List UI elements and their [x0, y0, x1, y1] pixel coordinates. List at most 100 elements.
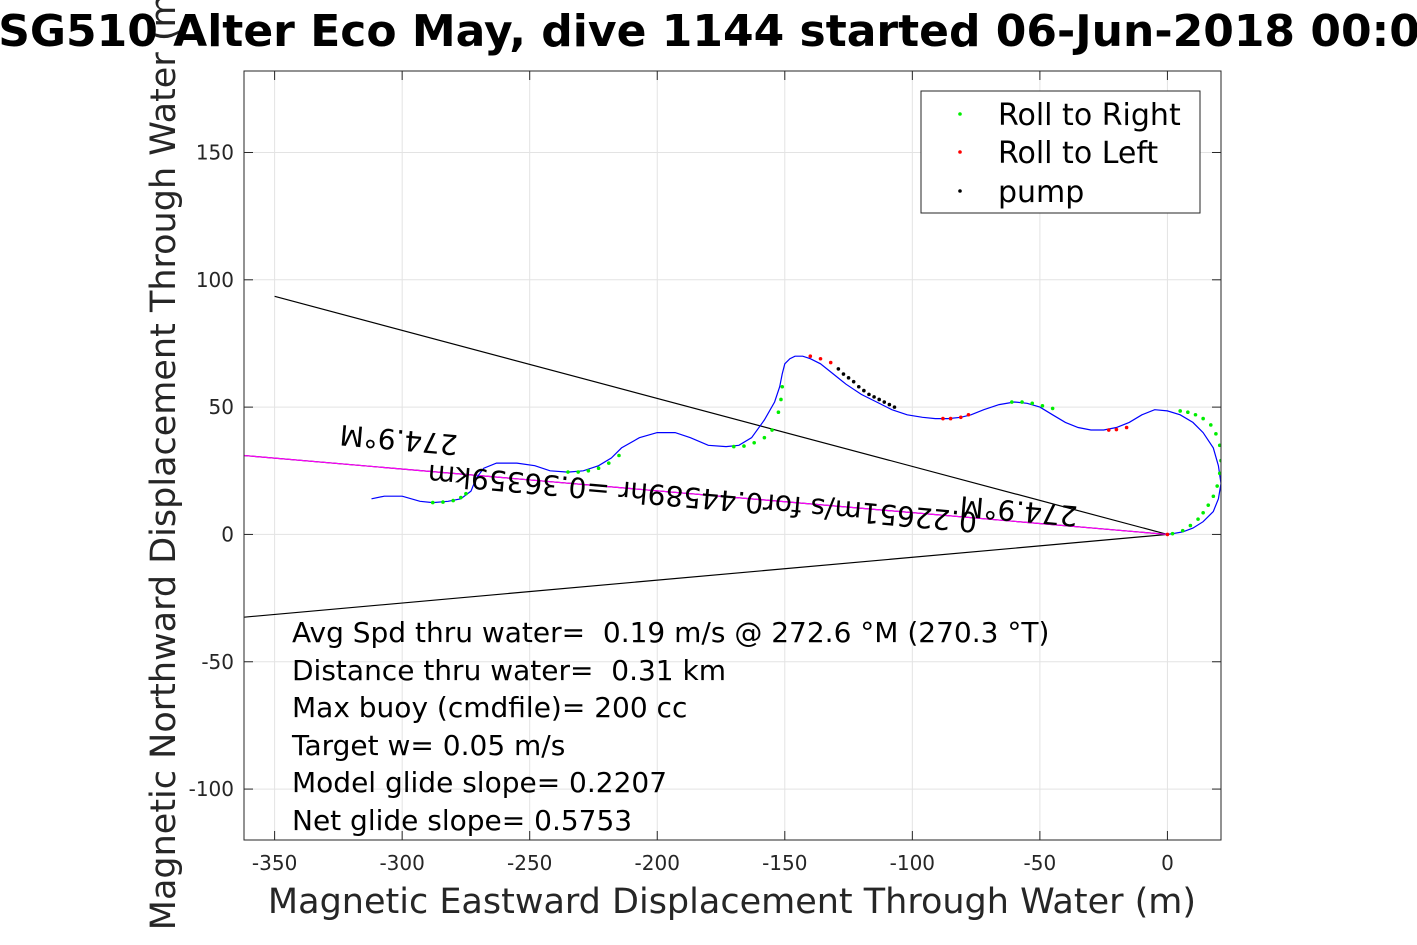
pump-point	[836, 367, 841, 371]
track-line	[371, 355, 1221, 535]
roll-right-point	[1178, 409, 1182, 413]
x-axis-label: Magnetic Eastward Displacement Through W…	[268, 882, 1196, 922]
chart-title: SG510 Alter Eco May, dive 1144 started 0…	[0, 6, 1417, 57]
pump-point	[892, 405, 897, 409]
pump-point	[856, 384, 861, 389]
roll-left-point	[828, 360, 833, 365]
roll-right-point	[1201, 510, 1205, 515]
roll-right-point	[1050, 406, 1055, 411]
roll-right-point	[776, 410, 781, 415]
stat-target-w: Target w= 0.05 m/s	[291, 729, 565, 762]
roll-right-point	[1206, 503, 1211, 507]
roll-right-point	[780, 384, 785, 389]
roll-right-point	[1193, 412, 1198, 417]
legend-marker-pump	[958, 189, 962, 193]
roll-right-point	[1208, 423, 1213, 427]
roll-left-point	[1124, 425, 1129, 430]
reference-lines	[244, 295, 1168, 618]
stat-model-glide: Model glide slope= 0.2207	[292, 766, 667, 799]
legend-box	[920, 90, 1201, 214]
x-tick-label: -350	[252, 851, 297, 875]
roll-left-point	[808, 354, 813, 358]
legend-label-roll-left: Roll to Left	[998, 136, 1158, 171]
roll-right-point	[1211, 494, 1216, 499]
pump-point	[872, 395, 876, 399]
roll-right-point	[1201, 416, 1205, 421]
x-tick-label: -50	[1024, 851, 1057, 875]
x-tick-label: -100	[890, 851, 935, 875]
track-layer	[371, 355, 1221, 535]
roll-left-point	[1106, 428, 1111, 432]
y-tick-label: 100	[196, 268, 234, 292]
axis-ticks: -350 -300 -250 -200 -150 -100 -50 0 -100 -50 0 50 10…	[189, 71, 1221, 875]
pump-point	[882, 400, 887, 404]
y-tick-label: -100	[189, 777, 234, 801]
legend-label-pump: pump	[998, 175, 1084, 210]
y-tick-label: 0	[221, 522, 234, 546]
roll-right-point	[770, 428, 774, 432]
roll-right-point	[566, 470, 570, 474]
roll-right-point	[1030, 401, 1035, 406]
roll-right-point	[1170, 531, 1175, 536]
x-tick-label: -300	[379, 851, 424, 875]
roll-right-point	[1215, 484, 1219, 488]
pump-point	[887, 402, 892, 407]
roll-right-point	[464, 491, 468, 496]
roll-right-point	[779, 397, 783, 402]
roll-right-point	[459, 495, 463, 500]
stat-net-glide: Net glide slope= 0.5753	[292, 804, 632, 837]
legend-label-roll-right: Roll to Right	[998, 98, 1181, 133]
roll-right-point	[742, 444, 746, 448]
stat-distance: Distance thru water= 0.31 km	[292, 654, 726, 687]
roll-left-point	[948, 416, 953, 421]
roll-right-point	[1217, 443, 1221, 448]
roll-right-point	[576, 470, 580, 474]
x-tick-label: -150	[762, 851, 807, 875]
roll-left-point	[959, 415, 963, 420]
roll-right-point	[617, 453, 621, 458]
roll-right-point	[1217, 471, 1221, 476]
legend: Roll to Right Roll to Left pump	[920, 90, 1201, 214]
x-tick-label: 0	[1161, 851, 1174, 875]
legend-marker-roll-left	[958, 150, 962, 154]
reference-line-lower-bound	[244, 533, 1168, 618]
roll-right-point	[1020, 400, 1024, 404]
roll-right-point	[762, 435, 767, 440]
pump-point	[862, 388, 866, 393]
roll-left-point	[941, 416, 945, 421]
y-tick-label: 50	[209, 395, 234, 419]
roll-right-point	[1186, 410, 1190, 415]
plot-frame	[243, 70, 1222, 841]
y-tick-label: 150	[196, 140, 234, 164]
roll-right-point	[1196, 517, 1200, 521]
roll-right-point	[1180, 528, 1185, 533]
pump-point	[867, 392, 871, 397]
reference-line-heading-line-overlay	[244, 454, 1168, 536]
stats-block: Avg Spd thru water= 0.19 m/s @ 272.6 °M …	[291, 616, 1049, 837]
stat-max-buoy: Max buoy (cmdfile)= 200 cc	[292, 691, 687, 724]
y-axis-label: Magnetic Northward Displacement Through …	[144, 0, 184, 930]
roll-right-point	[606, 461, 611, 465]
legend-marker-roll-right	[958, 112, 962, 116]
x-tick-label: -200	[635, 851, 680, 875]
roll-left-point	[966, 412, 971, 417]
roll-right-point	[441, 500, 445, 504]
roll-right-point	[1010, 400, 1014, 404]
roll-right-point	[1188, 523, 1193, 528]
roll-right-point	[1040, 404, 1045, 408]
pump-point	[841, 372, 846, 376]
pump-point	[851, 379, 856, 384]
roll-left-point	[818, 356, 823, 361]
roll-right-point	[451, 498, 455, 503]
roll-right-point	[752, 440, 756, 445]
pump-point	[877, 397, 881, 402]
roll-right-point	[1214, 432, 1218, 436]
reference-line-upper-bound	[274, 295, 1168, 536]
y-tick-label: -50	[201, 650, 234, 674]
stat-avg-speed: Avg Spd thru water= 0.19 m/s @ 272.6 °M …	[292, 616, 1049, 649]
roll-right-point	[586, 468, 591, 473]
roll-right-point	[596, 466, 601, 471]
x-tick-label: -250	[507, 851, 552, 875]
pump-point	[846, 376, 851, 380]
